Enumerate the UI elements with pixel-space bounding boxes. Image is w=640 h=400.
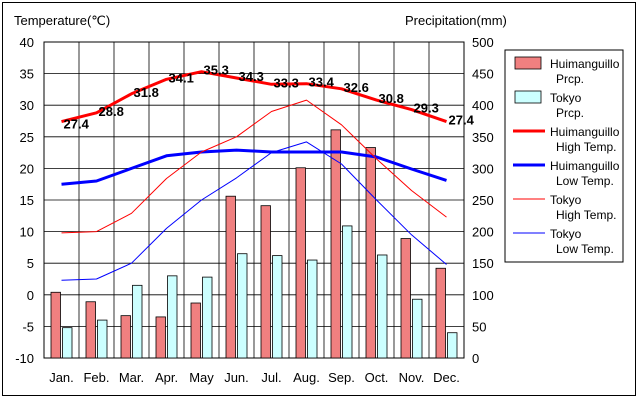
temperature-line xyxy=(61,148,447,186)
x-tick-label: Sep. xyxy=(328,370,355,385)
data-label: 33.3 xyxy=(274,75,299,90)
precipitation-bar xyxy=(365,147,376,359)
legend-label: High Temp. xyxy=(556,208,616,222)
left-tick-label: 5 xyxy=(27,256,34,271)
data-label: 32.6 xyxy=(344,80,369,95)
precipitation-bar xyxy=(330,129,341,359)
precipitation-bar xyxy=(237,253,248,359)
legend-box xyxy=(504,49,624,263)
precipitation-bar xyxy=(447,332,458,359)
precipitation-bar xyxy=(50,291,61,359)
data-label: 28.8 xyxy=(99,104,124,119)
data-label: 34.3 xyxy=(239,69,264,84)
right-tick-label: 150 xyxy=(472,256,494,271)
x-tick-label: Jul. xyxy=(261,370,281,385)
x-tick-label: May xyxy=(189,370,214,385)
right-tick-label: 100 xyxy=(472,288,494,303)
precipitation-bar xyxy=(342,225,353,359)
right-tick-label: 350 xyxy=(472,130,494,145)
precipitation-bar xyxy=(272,255,283,359)
left-tick-labels: 40 35 30 25 20 15 10 5 0 -5 -10 xyxy=(15,35,34,366)
temperature-lines xyxy=(61,70,447,281)
x-tick-label: Nov. xyxy=(399,370,425,385)
left-tick-label: 35 xyxy=(20,67,34,82)
precipitation-bar xyxy=(85,301,96,359)
precipitation-bar xyxy=(260,205,271,359)
precipitation-bar xyxy=(412,298,423,359)
legend-label: High Temp. xyxy=(556,140,616,154)
precipitation-bar xyxy=(307,259,318,359)
legend-label: Low Temp. xyxy=(556,174,614,188)
legend-swatch xyxy=(514,90,542,104)
precipitation-bar xyxy=(435,267,446,359)
legend-label: Huimanguillo xyxy=(550,57,620,71)
temperature-line xyxy=(61,141,447,281)
data-labels: 27.4 28.8 31.8 34.1 35.3 34.3 33.3 33.4 32.6 30.8… xyxy=(64,63,475,132)
legend-swatch xyxy=(514,56,542,70)
data-label: 34.1 xyxy=(169,70,194,85)
left-tick-label: 40 xyxy=(20,35,34,50)
data-label: 29.3 xyxy=(414,101,439,116)
right-tick-label: 250 xyxy=(472,193,494,208)
left-tick-label: -10 xyxy=(15,351,34,366)
temperature-line xyxy=(61,99,447,234)
precipitation-bar xyxy=(167,275,178,359)
x-tick-label: Jan. xyxy=(49,370,74,385)
right-tick-label: 400 xyxy=(472,98,494,113)
x-tick-label: Mar. xyxy=(119,370,144,385)
precipitation-bar xyxy=(62,327,73,359)
right-tick-label: 450 xyxy=(472,67,494,82)
left-tick-label: 25 xyxy=(20,130,34,145)
precipitation-bar xyxy=(400,238,411,359)
legend-label: Prcp. xyxy=(556,106,584,120)
data-label: 27.4 xyxy=(64,117,90,132)
precipitation-bar xyxy=(120,315,131,359)
right-tick-label: 0 xyxy=(472,351,479,366)
data-label: 31.8 xyxy=(134,85,159,100)
x-tick-label: Feb. xyxy=(83,370,109,385)
left-tick-label: 15 xyxy=(20,193,34,208)
x-tick-label: Jun. xyxy=(224,370,249,385)
data-label: 27.4 xyxy=(449,113,475,128)
left-tick-label: 30 xyxy=(20,98,34,113)
legend: HuimanguilloPrcp.TokyoPrcp.HuimanguilloH… xyxy=(504,49,624,263)
right-tick-label: 300 xyxy=(472,161,494,176)
left-axis-label: Temperature(℃) xyxy=(14,13,111,28)
legend-label: Tokyo xyxy=(550,91,582,105)
right-tick-label: 500 xyxy=(472,35,494,50)
precipitation-bars xyxy=(50,129,458,359)
precipitation-bar xyxy=(190,302,201,359)
legend-label: Tokyo xyxy=(550,193,582,207)
legend-label: Huimanguillo xyxy=(550,125,620,139)
legend-label: Tokyo xyxy=(550,227,582,241)
x-tick-label: Oct. xyxy=(365,370,389,385)
legend-label: Low Temp. xyxy=(556,242,614,256)
left-tick-label: 0 xyxy=(27,288,34,303)
data-label: 33.4 xyxy=(309,75,335,90)
legend-label: Prcp. xyxy=(556,72,584,86)
x-tick-label: Apr. xyxy=(155,370,178,385)
precipitation-bar xyxy=(97,319,108,359)
left-tick-label: -5 xyxy=(22,319,34,334)
left-tick-label: 10 xyxy=(20,225,34,240)
left-tick-label: 20 xyxy=(20,161,34,176)
x-tick-label: Aug. xyxy=(293,370,320,385)
right-axis-label: Precipitation(mm) xyxy=(405,13,507,28)
x-tick-label: Dec. xyxy=(433,370,460,385)
data-label: 30.8 xyxy=(379,91,404,106)
right-tick-label: 50 xyxy=(472,319,486,334)
precipitation-bar xyxy=(202,276,213,359)
right-tick-label: 200 xyxy=(472,225,494,240)
precipitation-bar xyxy=(155,316,166,359)
x-tick-labels: Jan. Feb. Mar. Apr. May Jun. Jul. Aug. Sep. Oct. N… xyxy=(49,370,460,385)
precipitation-bar xyxy=(295,167,306,359)
data-label: 35.3 xyxy=(204,63,229,78)
precipitation-bar xyxy=(377,254,388,359)
legend-label: Huimanguillo xyxy=(550,159,620,173)
precipitation-bar xyxy=(225,195,236,359)
precipitation-bar xyxy=(132,284,143,359)
temperature-line xyxy=(61,70,447,124)
